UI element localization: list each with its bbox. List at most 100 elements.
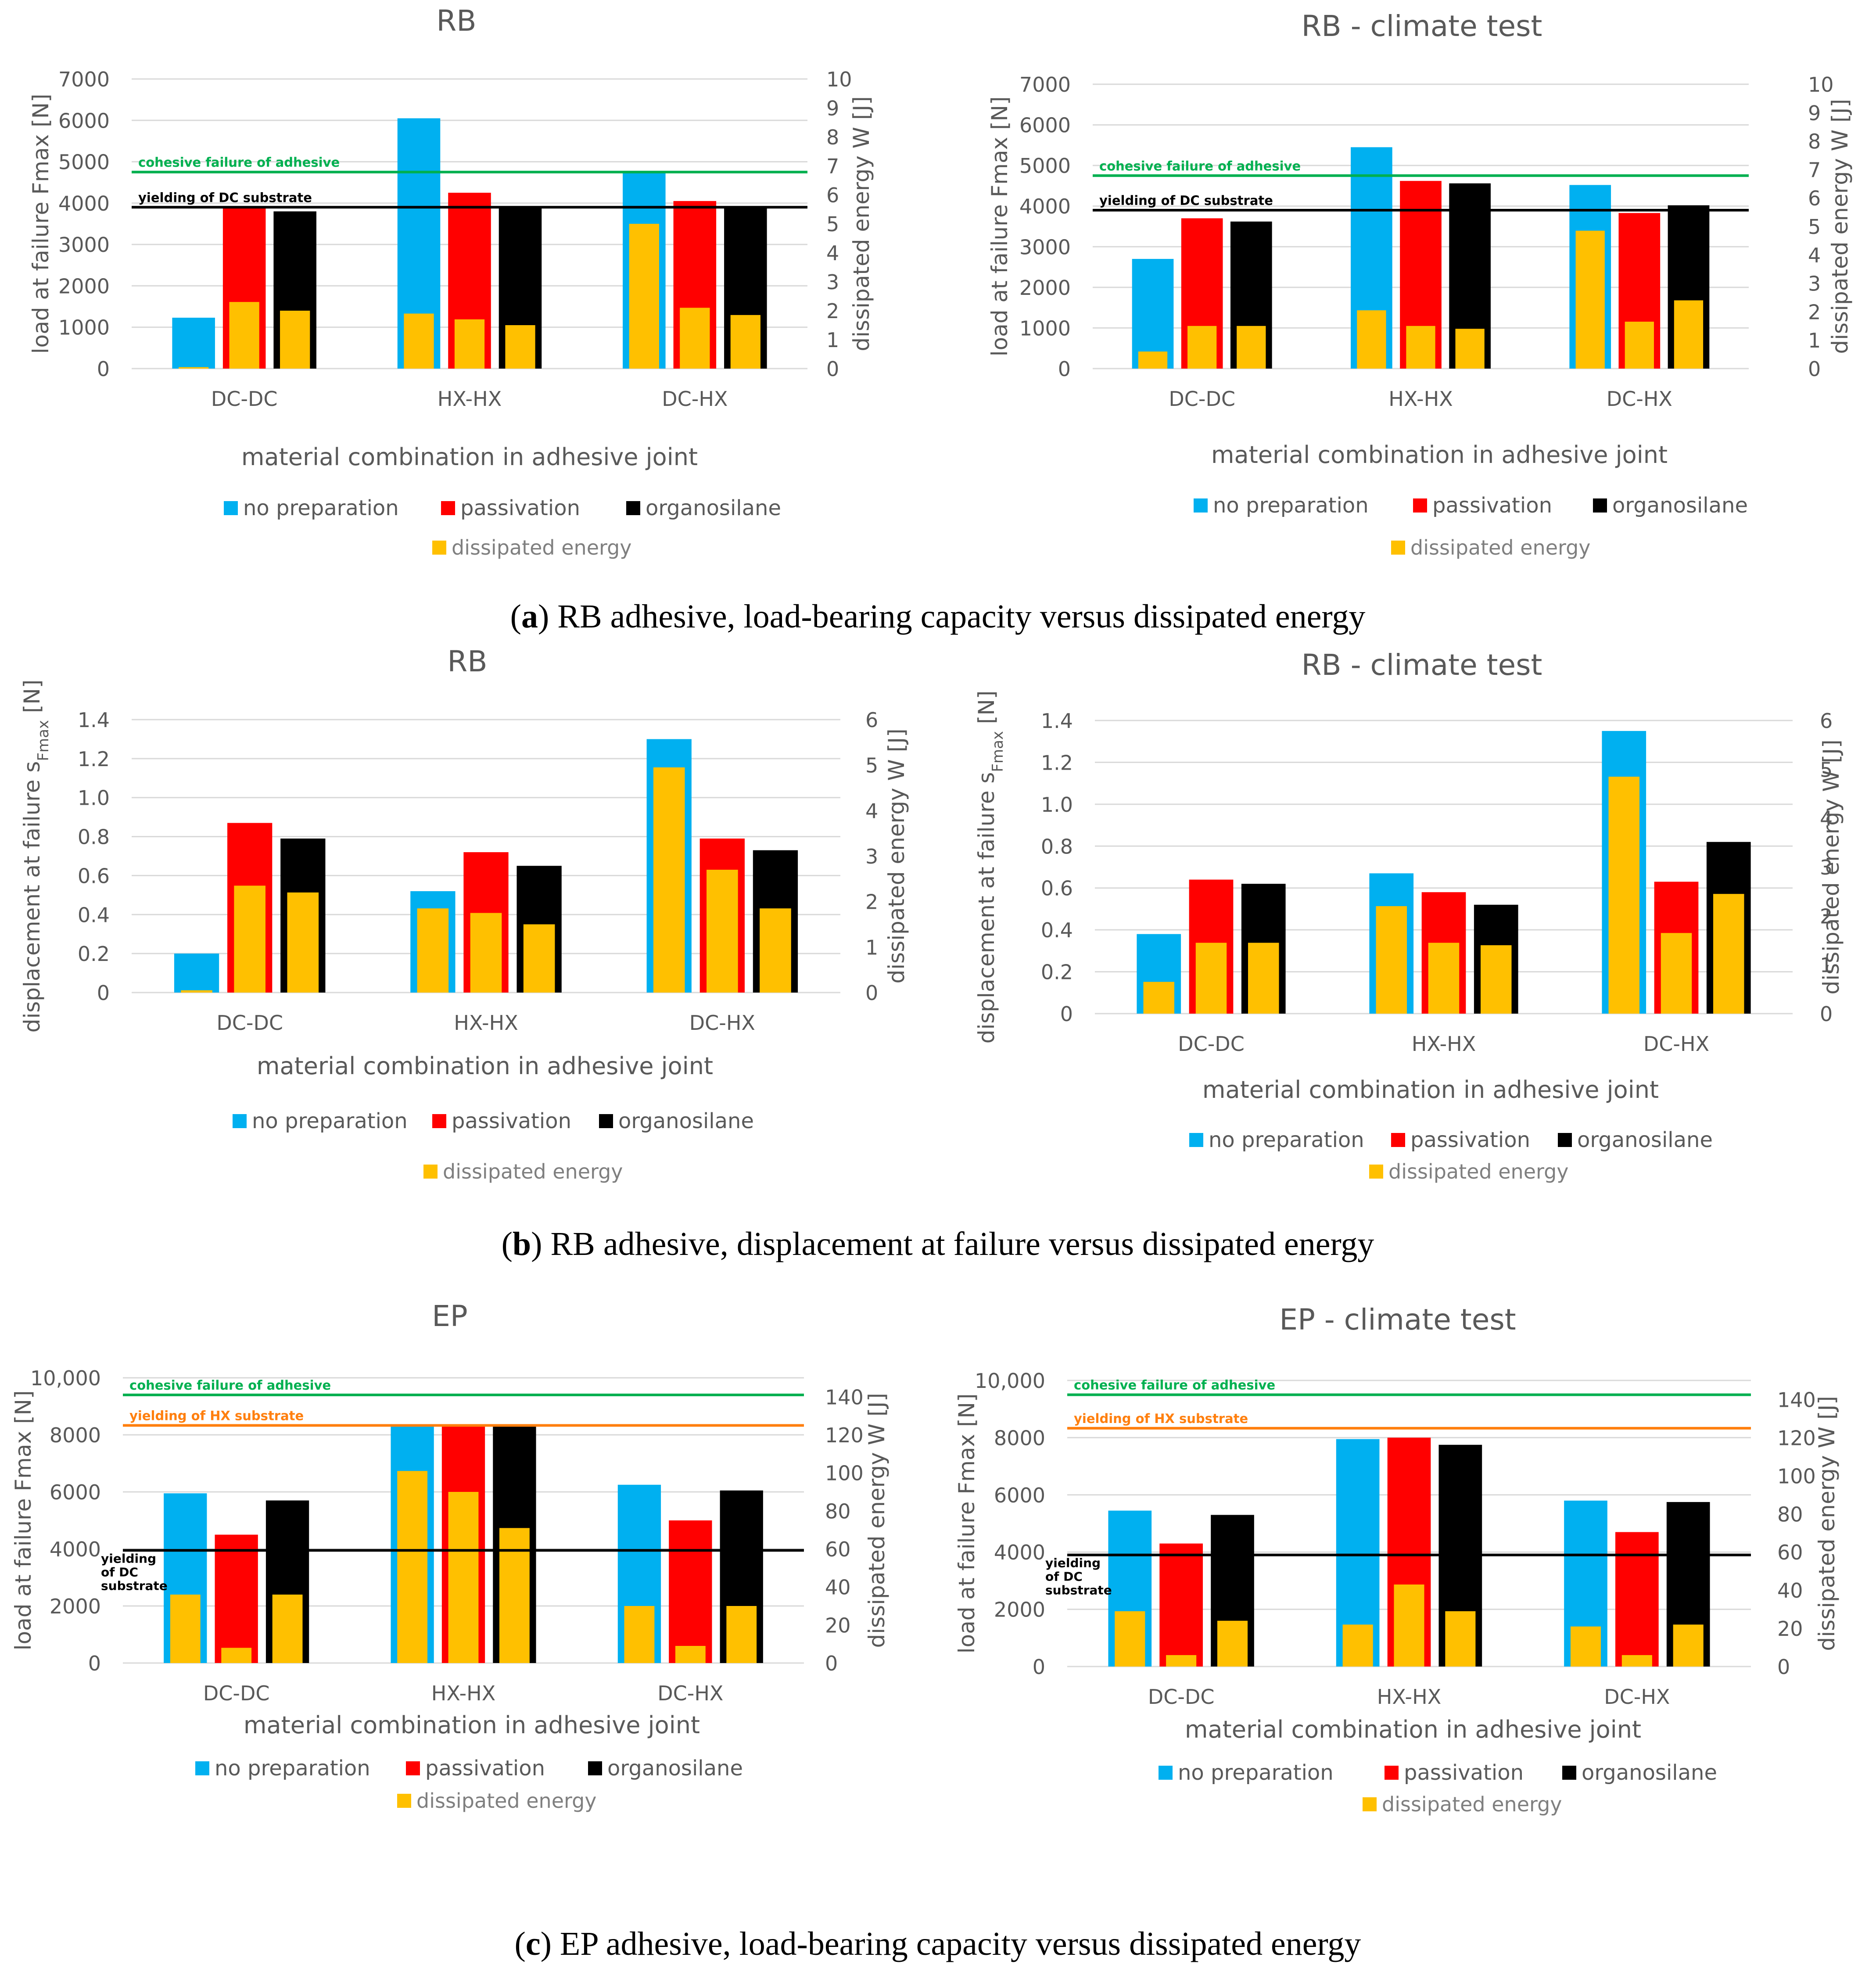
y2-tick-label: 9 [826, 97, 839, 120]
y2-tick-label: 1 [1808, 329, 1821, 352]
y-tick-label: 8000 [994, 1426, 1045, 1450]
legend-swatch-no-preparation [1189, 1133, 1203, 1147]
legend-label-no-preparation: no preparation [1209, 1128, 1364, 1152]
bar-passivation [669, 1520, 712, 1663]
y2-tick-label: 5 [1820, 758, 1833, 781]
y2-tick-label: 4 [1808, 244, 1821, 267]
reference-line-label-line: yielding [101, 1551, 156, 1566]
reference-line-label-line: yielding [1045, 1556, 1101, 1570]
bar-dissipated-energy [653, 767, 685, 993]
chart-panel-6: EP - climate test 0 2000 4000 6000 8000 10,000… [954, 1303, 1840, 1816]
y-tick-label: 4000 [50, 1538, 101, 1561]
category-label: HX-HX [1412, 1032, 1476, 1056]
y2-tick-label: 2 [1820, 904, 1833, 928]
reference-line-label-line: of DC [101, 1565, 138, 1579]
chart-title: RB [436, 4, 476, 38]
bar-dissipated-energy [629, 224, 659, 369]
y2-tick-label: 100 [825, 1462, 864, 1485]
y2-tick-label: 3 [865, 845, 878, 868]
bar-dissipated-energy [1575, 230, 1605, 369]
y2-tick-label: 0 [1820, 1002, 1833, 1026]
category-label: DC-DC [211, 387, 278, 411]
y-tick-label: 3000 [58, 233, 110, 257]
x-axis-label: material combination in adhesive joint [257, 1052, 713, 1080]
legend-swatch-no-preparation [195, 1761, 209, 1775]
y2-tick-label: 10 [826, 68, 852, 91]
x-axis-label: material combination in adhesive joint [244, 1711, 700, 1739]
y2-tick-label: 7 [826, 154, 839, 178]
bar-dissipated-energy [404, 313, 434, 369]
y2-tick-label: 100 [1777, 1464, 1816, 1488]
bar-dissipated-energy [280, 311, 310, 369]
y-tick-label: 4000 [1019, 195, 1071, 219]
reference-line-label-line: substrate [1045, 1583, 1112, 1598]
y-tick-label: 1.2 [1041, 751, 1073, 774]
y-tick-label: 1.4 [78, 708, 110, 732]
y2-tick-label: 80 [825, 1499, 851, 1523]
y-tick-label: 5000 [58, 151, 110, 174]
legend-swatch-organosilane [1562, 1766, 1576, 1780]
x-axis-label: material combination in adhesive joint [1185, 1716, 1641, 1743]
bar-dissipated-energy [179, 367, 209, 369]
y2-tick-label: 80 [1777, 1502, 1803, 1526]
bar-dissipated-energy [1455, 329, 1485, 369]
y-tick-label: 4000 [58, 192, 110, 215]
bar-dissipated-energy [726, 1606, 757, 1663]
bar-dissipated-energy [181, 990, 212, 993]
bar-dissipated-energy [1138, 351, 1168, 369]
y2-tick-label: 6 [1820, 709, 1833, 733]
y-tick-label: 1.4 [1041, 709, 1073, 733]
reference-line-label: cohesive failure of adhesive [138, 155, 340, 170]
bar-dissipated-energy [1428, 943, 1460, 1014]
y-tick-label: 1000 [58, 316, 110, 340]
bar-no-preparation [172, 318, 215, 369]
category-label: HX-HX [1388, 387, 1453, 411]
legend-label-passivation: passivation [1404, 1760, 1524, 1785]
y2-tick-label: 40 [825, 1576, 851, 1599]
y-axis-label: load at failure Fmax [N] [28, 94, 54, 354]
legend-label-passivation: passivation [460, 496, 580, 520]
y2-tick-label: 6 [826, 183, 839, 207]
y2-tick-label: 3 [826, 270, 839, 294]
bar-dissipated-energy [448, 1492, 479, 1663]
reference-line-label: cohesive failure of adhesive [129, 1378, 331, 1393]
legend-swatch-organosilane [626, 501, 640, 515]
y-tick-label: 5000 [1019, 154, 1071, 178]
legend-swatch-no-preparation [1159, 1766, 1173, 1780]
bar-dissipated-energy [1166, 1655, 1197, 1667]
bar-dissipated-energy [1673, 1624, 1704, 1667]
y-tick-label: 10,000 [975, 1369, 1045, 1393]
y2-tick-label: 3 [1820, 856, 1833, 879]
legend-label-organosilane: organosilane [1577, 1128, 1713, 1152]
category-label: DC-DC [1178, 1032, 1245, 1056]
y2-tick-label: 2 [826, 299, 839, 323]
legend-label-organosilane: organosilane [1582, 1760, 1717, 1785]
legend-label-dissipated-energy: dissipated energy [452, 536, 632, 559]
bar-dissipated-energy [1217, 1620, 1248, 1667]
y2-axis-label: dissipated energy W [J] [884, 728, 909, 983]
legend-label-dissipated-energy: dissipated energy [443, 1160, 623, 1183]
captions-layer: (a) RB adhesive, load-bearing capacity v… [502, 598, 1374, 1962]
y2-tick-label: 20 [825, 1613, 851, 1637]
y2-tick-label: 1 [826, 328, 839, 352]
y-tick-label: 0.4 [78, 903, 110, 927]
bar-dissipated-energy [730, 315, 760, 369]
bar-dissipated-energy [523, 924, 555, 993]
bar-dissipated-energy [454, 319, 485, 369]
bar-no-preparation [174, 953, 219, 993]
reference-line-label: cohesive failure of adhesive [1099, 158, 1301, 173]
legend-label-no-preparation: no preparation [215, 1756, 370, 1781]
y2-axis-label: dissipated energy W [J] [1827, 99, 1853, 354]
y-tick-label: 0.8 [1041, 835, 1073, 858]
category-label: HX-HX [454, 1011, 518, 1035]
legend-label-passivation: passivation [425, 1756, 545, 1781]
bar-dissipated-energy [287, 892, 319, 993]
y2-tick-label: 5 [826, 212, 839, 236]
y-tick-label: 0 [1060, 1002, 1073, 1026]
y2-tick-label: 140 [1777, 1388, 1816, 1412]
y-tick-label: 6000 [50, 1480, 101, 1504]
reference-line-label: yielding of DC substrate [1099, 193, 1273, 208]
reference-line-label: yielding of DC substrate [101, 1551, 168, 1593]
chart-title: RB - climate test [1302, 9, 1542, 43]
y2-tick-label: 7 [1808, 158, 1821, 182]
